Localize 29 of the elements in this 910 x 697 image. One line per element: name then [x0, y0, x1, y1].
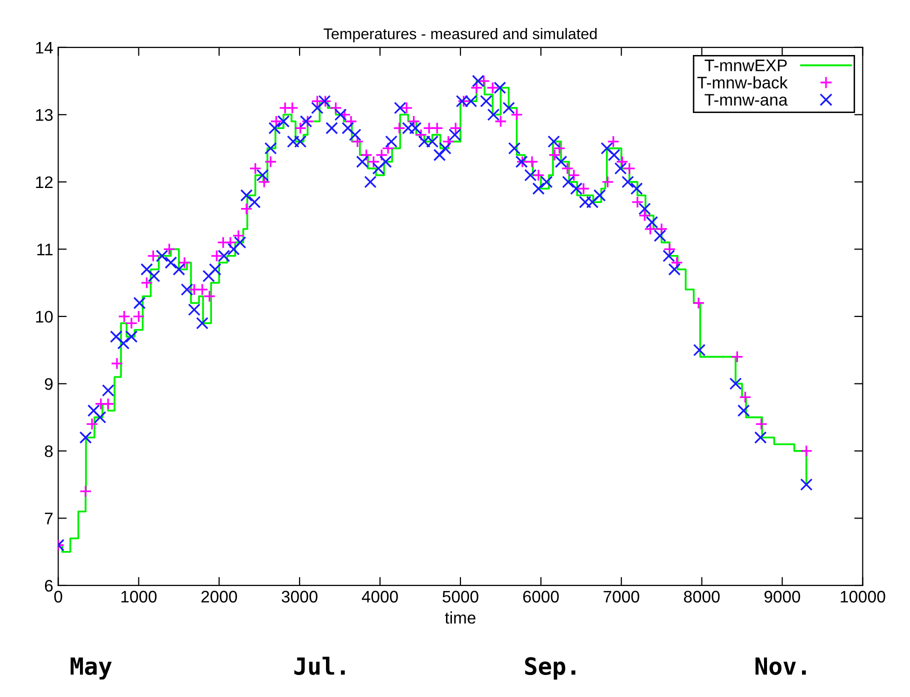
x-tick-label: 6000: [523, 590, 559, 603]
x-tick-label: 4000: [362, 590, 398, 603]
text: May: [70, 657, 112, 680]
text: Sep.: [525, 657, 576, 680]
y-tick-label: 13: [36, 109, 53, 121]
y-tick-label: 14: [36, 42, 53, 54]
y-tick-label: 8: [44, 445, 53, 458]
legend-label: T-mnw-ana: [704, 94, 788, 106]
y-tick-label: 6: [44, 580, 53, 592]
x-tick-label: 5000: [442, 590, 478, 603]
y-tick-label: 11: [37, 244, 53, 256]
x-tick-label: 8000: [684, 590, 720, 603]
x-tick-label: 9000: [764, 590, 800, 603]
x-tick-label: 3000: [282, 590, 318, 603]
text: Nov.: [756, 657, 806, 675]
legend-label: T-mnw-back: [697, 76, 788, 89]
y-tick-label: 10: [36, 310, 53, 323]
x-tick-label: 7000: [604, 590, 640, 603]
x-tick-label: 10000: [840, 590, 886, 603]
y-tick-label: 9: [44, 378, 53, 390]
x-tick-label: 0: [54, 590, 62, 603]
y-tick-label: 7: [44, 512, 53, 524]
x-tick-label: 1000: [121, 590, 157, 603]
text: Jul.: [294, 656, 345, 675]
legend-label: T-mnwEXP: [704, 60, 787, 72]
x-axis-title: time: [444, 611, 476, 624]
chart-title: Temperatures - measured and simulated: [324, 28, 597, 42]
x-tick-label: 2000: [201, 590, 238, 603]
y-tick-label: 12: [36, 176, 53, 188]
